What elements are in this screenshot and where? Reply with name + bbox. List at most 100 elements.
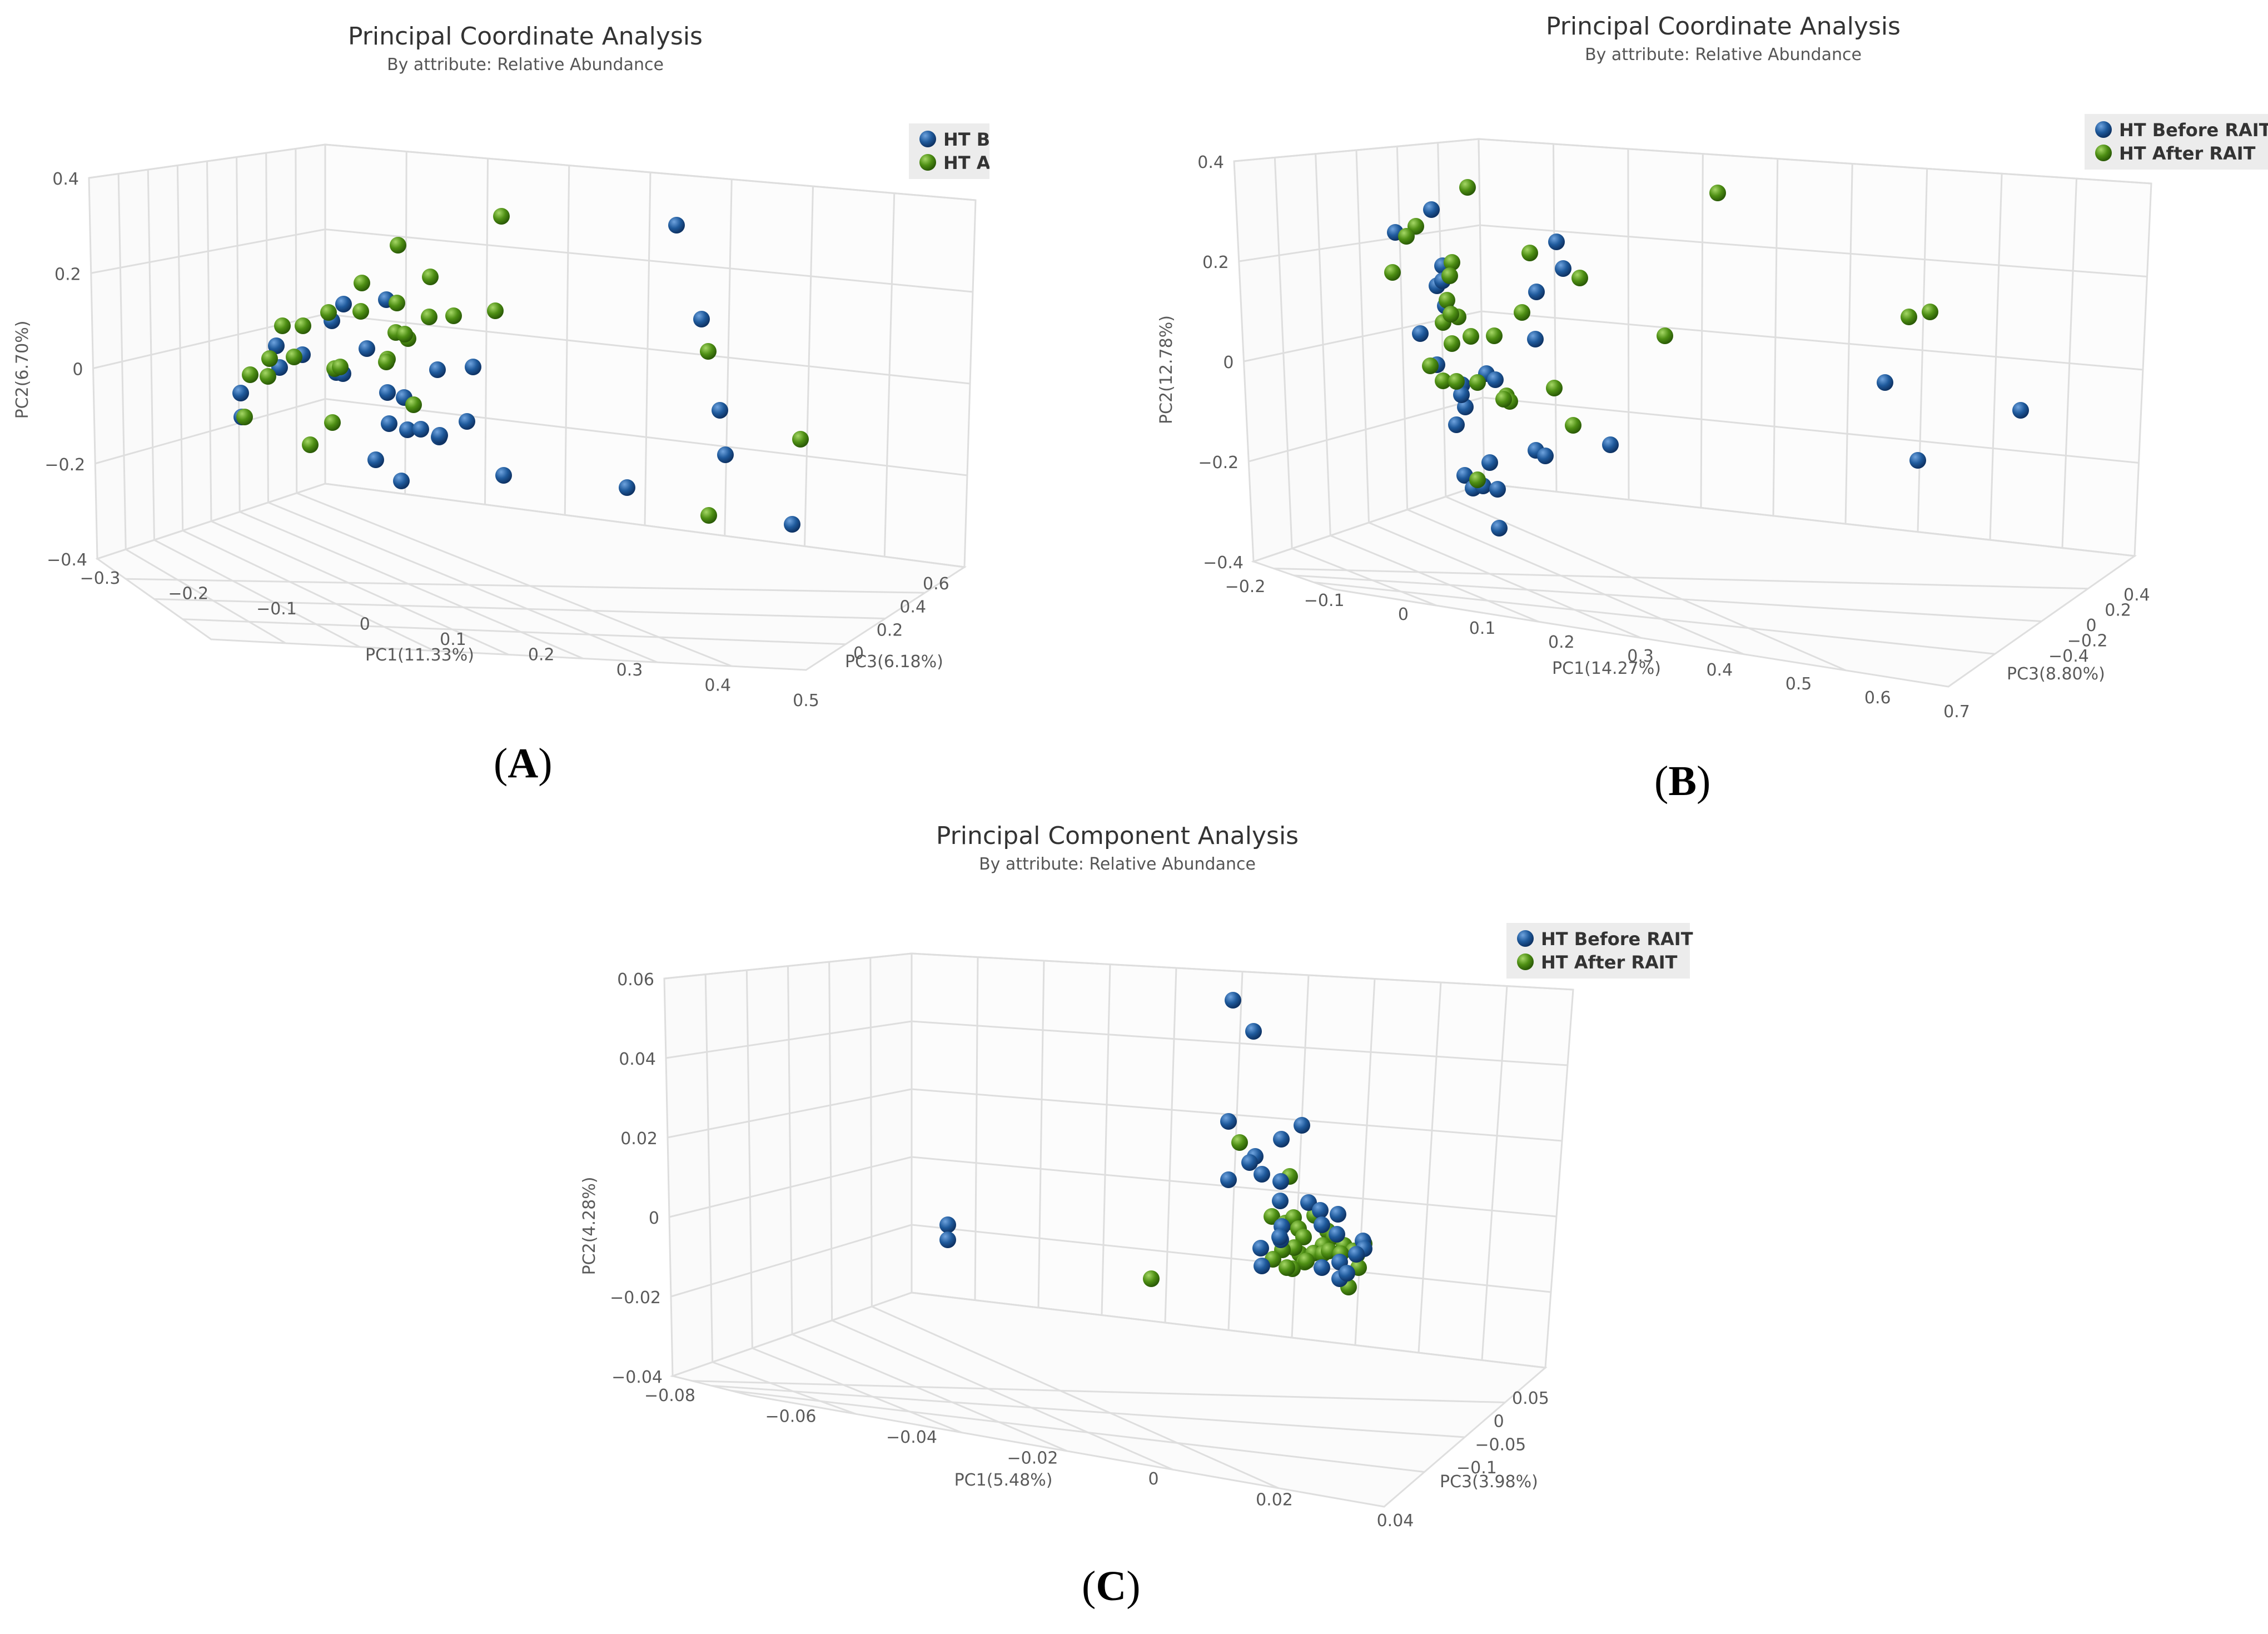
- chart-1-z-label: PC3(8.80%): [2007, 664, 2105, 684]
- chart-1-x-label: PC1(14.27%): [1552, 659, 1661, 678]
- chart-0-point-after: [320, 304, 337, 321]
- chart-1-point-after: [1459, 179, 1476, 196]
- chart-2-z-tick: 0: [1494, 1412, 1504, 1432]
- chart-0-legend-marker-after: [919, 154, 936, 171]
- chart-1-point-after: [1521, 245, 1538, 261]
- chart-1-point-after: [1398, 228, 1415, 245]
- chart-2-grid-left-v: [869, 957, 873, 1307]
- chart-1-x-tick: 0.5: [1785, 674, 1812, 694]
- chart-2-grid-floor: [832, 1319, 1173, 1471]
- chart-2-grid-left-v: [704, 974, 714, 1363]
- chart-1-legend-box: [2085, 114, 2268, 170]
- chart-2-legend-after: HT After RAIT: [1541, 952, 1678, 973]
- chart-0-point-before: [268, 337, 285, 354]
- chart-1-point-after: [1435, 373, 1451, 389]
- chart-0-point-after: [295, 317, 311, 334]
- chart-0-point-after: [332, 359, 349, 375]
- chart-1-y-label: PC2(12.78%): [1157, 315, 1176, 424]
- chart-1-point-before: [1548, 234, 1565, 250]
- chart-0-legend-marker-before: [919, 131, 936, 147]
- chart-2-grid-h: [665, 1020, 912, 1059]
- chart-2-title: Principal Component Analysis: [936, 822, 1299, 850]
- chart-2-point-before: [1271, 1229, 1288, 1245]
- chart-0-y-tick: 0.2: [54, 265, 81, 284]
- chart-0-x-tick: 0.5: [793, 691, 819, 711]
- chart-2-point-after: [1143, 1270, 1160, 1287]
- chart-0-point-after: [286, 349, 302, 365]
- chart-0-point-before: [367, 451, 384, 468]
- chart-2-x-tick: −0.02: [1007, 1449, 1058, 1468]
- chart-2-legend-box: [1506, 923, 1690, 979]
- chart-0-point-before: [619, 479, 635, 496]
- chart-2-x-tick: −0.08: [644, 1386, 695, 1405]
- chart-0-grid-floor: [239, 511, 584, 659]
- chart-2-point-after: [1298, 1253, 1315, 1269]
- chart-1-grid-floor: [1445, 495, 1847, 672]
- chart-1-back-wall: [1478, 138, 2152, 557]
- chart-0-grid-floor: [211, 520, 509, 655]
- chart-1-grid-h: [1478, 138, 2152, 185]
- chart-1-point-before: [1602, 436, 1619, 453]
- chart-0-point-before: [359, 340, 375, 357]
- chart-2-point-before: [1294, 1117, 1310, 1134]
- chart-2-legend-before: HT Before RAIT: [1541, 928, 1693, 950]
- chart-0-y-tick: −0.4: [47, 550, 87, 570]
- chart-0-grid-floor: [126, 578, 925, 594]
- chart-0-grid-floor: [125, 548, 286, 644]
- chart-0-point-after: [405, 396, 422, 413]
- chart-1-subtitle: By attribute: Relative Abundance: [1585, 45, 1862, 64]
- chart-2-grid-back-v: [1354, 979, 1376, 1345]
- chart-1-z-tick: −0.4: [2048, 647, 2089, 666]
- chart-0-grid-h: [88, 143, 326, 179]
- chart-2-grid-back-v: [1481, 986, 1508, 1360]
- chart-1-y-tick: −0.4: [1203, 553, 1244, 573]
- chart-2-point-before: [1312, 1202, 1329, 1219]
- chart-1-point-after: [1657, 327, 1673, 344]
- panel-letter-a: A: [508, 740, 539, 787]
- chart-2-point-before: [1254, 1258, 1270, 1274]
- chart-1-point-after: [1463, 328, 1479, 345]
- chart-2-grid-back-v: [1164, 967, 1177, 1323]
- chart-2-grid-h: [667, 1088, 912, 1139]
- chart-0-point-after: [324, 414, 341, 431]
- chart-1-point-before: [1491, 520, 1508, 537]
- chart-1-grid-h: [1481, 310, 2143, 371]
- chart-0-x-tick: −0.1: [256, 599, 297, 619]
- chart-0-x-tick: 0.4: [704, 676, 731, 696]
- chart-0-x-tick: 0.2: [528, 645, 555, 665]
- chart-2-point-before: [1272, 1193, 1289, 1209]
- chart-1-point-before: [1481, 454, 1498, 471]
- chart-0-point-after: [378, 354, 395, 370]
- chart-0-y-label: PC2(6.70%): [13, 321, 32, 419]
- chart-0-point-after: [354, 275, 370, 291]
- chart-0-point-after: [352, 303, 369, 320]
- chart-0-point-before: [399, 421, 416, 438]
- chart-1-legend-before: HT Before RAIT: [2119, 120, 2268, 141]
- chart-2-grid-back-v: [974, 957, 979, 1300]
- chart-2-grid-h: [911, 1020, 1568, 1066]
- chart-2-grid-left-v: [828, 961, 833, 1321]
- chart-2-grid-floor: [711, 1385, 1465, 1438]
- chart-2-grid-h: [669, 1156, 912, 1218]
- chart-1-legend-marker-after: [2095, 145, 2112, 161]
- chart-1-grid-h: [1248, 396, 1483, 463]
- chart-0-legend-before: HT Before RAIT: [943, 129, 989, 150]
- chart-2-point-before: [1225, 992, 1241, 1009]
- chart-2-grid-h: [911, 1088, 1563, 1142]
- chart-1-point-before: [1537, 448, 1554, 464]
- chart-0-point-after: [421, 309, 437, 325]
- chart-1-grid-floor: [1274, 568, 2088, 590]
- chart-0-point-before: [465, 359, 481, 375]
- chart-2-legend-marker-before: [1517, 930, 1534, 947]
- panel-letter-b: B: [1668, 758, 1697, 804]
- chart-2-point-before: [939, 1231, 956, 1248]
- chart-1-z-tick: −0.2: [2067, 632, 2108, 651]
- panel-label-c: (C): [1082, 1563, 1141, 1610]
- chart-0-point-before: [693, 311, 710, 327]
- chart-0-point-after: [389, 295, 405, 311]
- chart-1-x-tick: 0: [1398, 605, 1409, 624]
- chart-2-grid-floor: [730, 1389, 1425, 1473]
- chart-a-svg: −0.4 −0.2 0 0.2 0.4 −0.3 −0.2 −0.1 0 0.1 0.2 0.3 0.4…: [13, 22, 989, 711]
- chart-1-point-before: [1555, 260, 1571, 277]
- chart-0-grid-floor: [153, 539, 361, 648]
